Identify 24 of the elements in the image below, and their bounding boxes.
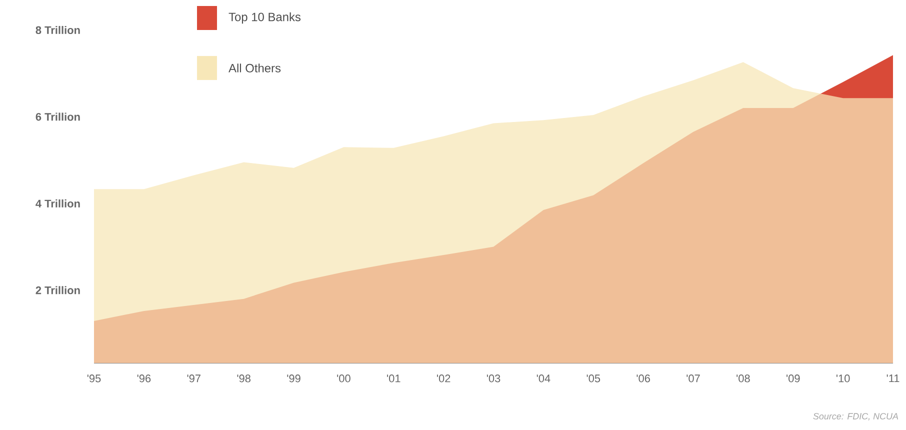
x-tick-label: '08 (736, 374, 750, 382)
x-tick-label: '97 (187, 374, 200, 382)
x-tick-label: '10 (836, 374, 850, 382)
x-tick-label: '02 (436, 374, 450, 382)
x-tick-label: '03 (486, 374, 500, 382)
y-tick-label: 2 Trillion (36, 286, 80, 294)
x-tick-label: '09 (786, 374, 800, 382)
x-tick-label: '04 (536, 374, 550, 382)
y-tick-label: 8 Trillion (36, 26, 80, 34)
legend-label: Top 10 Banks (228, 12, 301, 24)
y-tick-label: 6 Trillion (36, 112, 80, 121)
x-tick-label: '96 (137, 374, 151, 382)
x-tick-label: '07 (686, 374, 700, 382)
x-tick-label: '98 (237, 374, 250, 382)
x-tick-label: '00 (337, 374, 350, 382)
x-tick-label: '06 (636, 374, 650, 382)
x-tick-label: '05 (586, 374, 600, 382)
legend-label: All Others (228, 64, 281, 72)
x-tick-label: '01 (387, 374, 400, 382)
x-tick-label: '11 (886, 374, 900, 382)
source-note: Source: FDIC, NCUA (813, 413, 898, 420)
y-tick-label: 4 Trillion (36, 199, 80, 208)
x-tick-label: '95 (87, 374, 101, 382)
x-tick-label: '99 (287, 374, 300, 382)
